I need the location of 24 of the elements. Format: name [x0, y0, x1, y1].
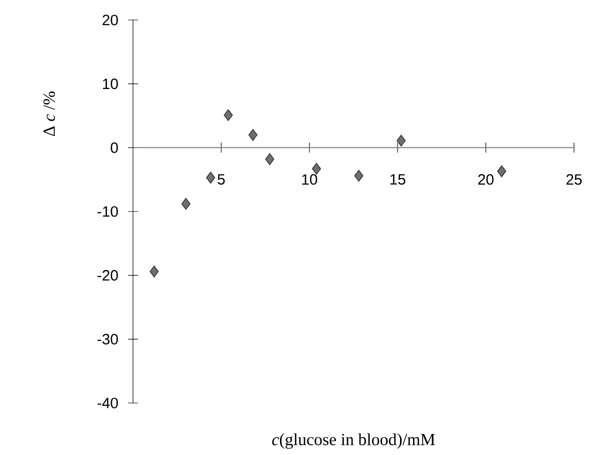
point	[265, 153, 274, 166]
y-tick-label: -20	[98, 270, 118, 281]
y-axis-title: Δ c /%	[43, 92, 55, 136]
y-tick-label: 20	[102, 14, 118, 26]
y-tick-label: 0	[110, 142, 118, 153]
point	[224, 109, 233, 122]
y-tick-label: 10	[103, 78, 118, 90]
point	[181, 198, 190, 210]
y-tick-label: -40	[98, 398, 118, 408]
x-axis-title: c(glucose in blood)/mM	[272, 433, 435, 449]
x-tick-label: 5	[218, 174, 225, 185]
y-tick-label: -10	[98, 206, 118, 217]
x-tick-label: 15	[390, 174, 406, 185]
point	[497, 165, 506, 178]
x-tick-label: 20	[478, 174, 494, 185]
point	[206, 172, 216, 184]
point	[396, 134, 406, 147]
x-tick-label: 25	[566, 174, 582, 185]
point	[150, 266, 159, 278]
x-tick-label: 10	[302, 174, 318, 185]
point	[248, 129, 258, 141]
y-tick-label: -30	[98, 334, 118, 344]
point	[312, 162, 321, 175]
point	[354, 170, 364, 182]
